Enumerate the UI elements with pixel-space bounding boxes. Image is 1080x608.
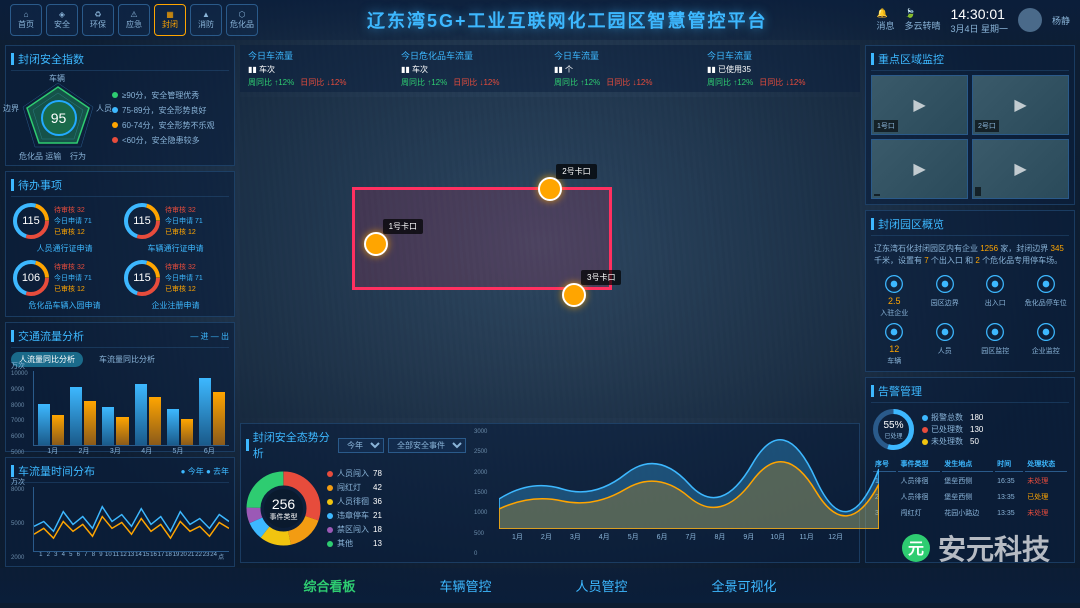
zone-boundary: [352, 187, 612, 290]
traffic-title: 交通流量分析 — 进 — 出: [11, 328, 229, 348]
safety-legend: ≥90分，安全管理优秀75-89分，安全形势良好60-74分，安全形势不乐观<6…: [112, 75, 229, 160]
map-marker[interactable]: [364, 232, 388, 256]
radar-chart: 95 车辆 人员 行为 危化品 运输 边界: [11, 75, 106, 160]
page-title: 辽东湾5G+工业互联网化工园区智慧管控平台: [258, 7, 876, 33]
area-chart: 300025002000150010005000 1月2月3月4月5月6月7月8…: [474, 429, 854, 557]
weather-icon: 🍃多云转晴: [904, 8, 940, 32]
camera-panel: 重点区域监控 1号口2号口​: [865, 45, 1075, 205]
svg-text:元: 元: [908, 541, 924, 558]
traffic-tabs: 人流量同比分析 车流量同比分析: [11, 352, 229, 367]
nav-shield[interactable]: ◈安全: [46, 4, 78, 36]
pie-legend: 人员闯入78闯红灯42人员徘徊36违章停车21禁区闯入18其他13: [327, 468, 382, 549]
overview-icon[interactable]: 出入口: [972, 274, 1019, 318]
overview-text: 辽东湾石化封闭园区内有企业 1256 家，封闭边界 345 千米，设置有 7 个…: [871, 240, 1069, 270]
alarm-row[interactable]: 1人员徘徊堡垒西侧16:35未处理: [873, 474, 1067, 488]
header: ⌂首页◈安全♻环保⚠应急▦封闭▲消防⬡危化品 辽东湾5G+工业互联网化工园区智慧…: [0, 0, 1080, 40]
alarm-donut: 55% 已处理: [871, 407, 916, 452]
todo-item[interactable]: 106待审核 32今日申请 71已审核 12危化品车辆入园申请: [11, 258, 118, 311]
footer-tab[interactable]: 人员管控: [564, 572, 640, 599]
footer-tab[interactable]: 综合看板: [291, 572, 367, 599]
nav-box[interactable]: ▦封闭: [154, 4, 186, 36]
overview-icon[interactable]: 人员: [922, 322, 969, 366]
camera-feed[interactable]: 1号口: [871, 75, 968, 135]
overview-panel: 封闭园区概览 辽东湾石化封闭园区内有企业 1256 家，封闭边界 345 千米，…: [865, 210, 1075, 372]
nav-home[interactable]: ⌂首页: [10, 4, 42, 36]
todo-item[interactable]: 115待审核 32今日申请 71已审核 12车辆通行证申请: [122, 201, 229, 254]
map-area[interactable]: 1号卡口2号卡口3号卡口: [240, 97, 860, 418]
overview-title: 封闭园区概览: [871, 216, 1069, 236]
year-select[interactable]: 今年: [338, 438, 384, 453]
map-marker[interactable]: [538, 177, 562, 201]
todo-panel: 待办事项 115待审核 32今日申请 71已审核 12人员通行证申请115待审核…: [5, 171, 235, 317]
overview-icons: 2.5入驻企业园区边界出入口危化品停车位 12车辆人员园区监控企业监控: [871, 274, 1069, 366]
watermark: 元 安元科技: [900, 528, 1050, 568]
stat-box: 今日车流量▮▮ 已使用35周同比 ↑12%日同比 ↓12%: [707, 49, 852, 88]
bar-chart: [33, 371, 229, 446]
nav-icons: ⌂首页◈安全♻环保⚠应急▦封闭▲消防⬡危化品: [10, 4, 258, 36]
timeline-title: 车流量时间分布 ● 今年 ● 去年: [11, 463, 229, 483]
alarm-row[interactable]: 3闯红灯花园小路边13:35未处理: [873, 506, 1067, 520]
camera-feed[interactable]: [871, 139, 968, 199]
header-right: 🔔消息 🍃多云转晴 14:30:01 3月4日 星期一 杨静: [876, 6, 1070, 35]
nav-hazard[interactable]: ⬡危化品: [226, 4, 258, 36]
clock-time: 14:30:01: [950, 6, 1008, 22]
analysis-panel: 封闭安全态势分析 今年 全部安全事件: [240, 423, 860, 563]
bell-icon[interactable]: 🔔消息: [876, 8, 894, 32]
stat-box: 今日车流量▮▮ 个周同比 ↑12%日同比 ↓12%: [554, 49, 699, 88]
safety-score: 95: [41, 100, 77, 136]
footer-tab[interactable]: 全景可视化: [700, 572, 789, 599]
todo-item[interactable]: 115待审核 32今日申请 71已审核 12企业注册申请: [122, 258, 229, 311]
camera-feed[interactable]: ​: [972, 139, 1069, 199]
todo-title: 待办事项: [11, 177, 229, 197]
alarm-title: 告警管理: [871, 383, 1069, 403]
overview-icon[interactable]: 12车辆: [871, 322, 918, 366]
tab-vehicle[interactable]: 车流量同比分析: [91, 352, 163, 367]
safety-index-panel: 封闭安全指数 95 车辆 人员 行为 危化品 运输 边界 ≥90分，安全管理优秀…: [5, 45, 235, 166]
overview-icon[interactable]: 2.5入驻企业: [871, 274, 918, 318]
clock-date: 3月4日 星期一: [950, 22, 1008, 35]
map-marker[interactable]: [562, 283, 586, 307]
event-select[interactable]: 全部安全事件: [388, 438, 466, 453]
mid-stats: 今日车流量▮▮ 车次周同比 ↑12%日同比 ↓12%今日危化品车流量▮▮ 车次周…: [240, 45, 860, 92]
safety-title: 封闭安全指数: [11, 51, 229, 71]
stat-box: 今日车流量▮▮ 车次周同比 ↑12%日同比 ↓12%: [248, 49, 393, 88]
overview-icon[interactable]: 园区边界: [922, 274, 969, 318]
alarm-table: 序号事件类型发生地点时间处理状态 1人员徘徊堡垒西侧16:35未处理2人员徘徊堡…: [871, 455, 1069, 522]
line-chart: [33, 487, 229, 552]
camera-feed[interactable]: 2号口: [972, 75, 1069, 135]
traffic-panel: 交通流量分析 — 进 — 出 人流量同比分析 车流量同比分析 100009000…: [5, 322, 235, 452]
nav-alert[interactable]: ⚠应急: [118, 4, 150, 36]
pie-chart: 256 事件类型: [246, 471, 321, 546]
alarm-row[interactable]: 2人员徘徊堡垒西侧13:35已处理: [873, 490, 1067, 504]
stat-box: 今日危化品车流量▮▮ 车次周同比 ↑12%日同比 ↓12%: [401, 49, 546, 88]
camera-title: 重点区域监控: [871, 51, 1069, 71]
nav-recycle[interactable]: ♻环保: [82, 4, 114, 36]
footer-nav: 综合看板 车辆管控 人员管控 全景可视化: [0, 568, 1080, 603]
nav-fire[interactable]: ▲消防: [190, 4, 222, 36]
analysis-title: 封闭安全态势分析 今年 全部安全事件: [246, 429, 466, 464]
overview-icon[interactable]: 企业监控: [1023, 322, 1070, 366]
overview-icon[interactable]: 危化品停车位: [1023, 274, 1070, 318]
timeline-panel: 车流量时间分布 ● 今年 ● 去年 800050002000 万次 123456…: [5, 457, 235, 567]
footer-tab[interactable]: 车辆管控: [427, 572, 503, 599]
todo-item[interactable]: 115待审核 32今日申请 71已审核 12人员通行证申请: [11, 201, 118, 254]
overview-icon[interactable]: 园区监控: [972, 322, 1019, 366]
avatar[interactable]: [1018, 8, 1042, 32]
username: 杨静: [1052, 14, 1070, 27]
alarm-stats: 报警总数 180已处理数 130未处理数 50: [922, 411, 1069, 448]
